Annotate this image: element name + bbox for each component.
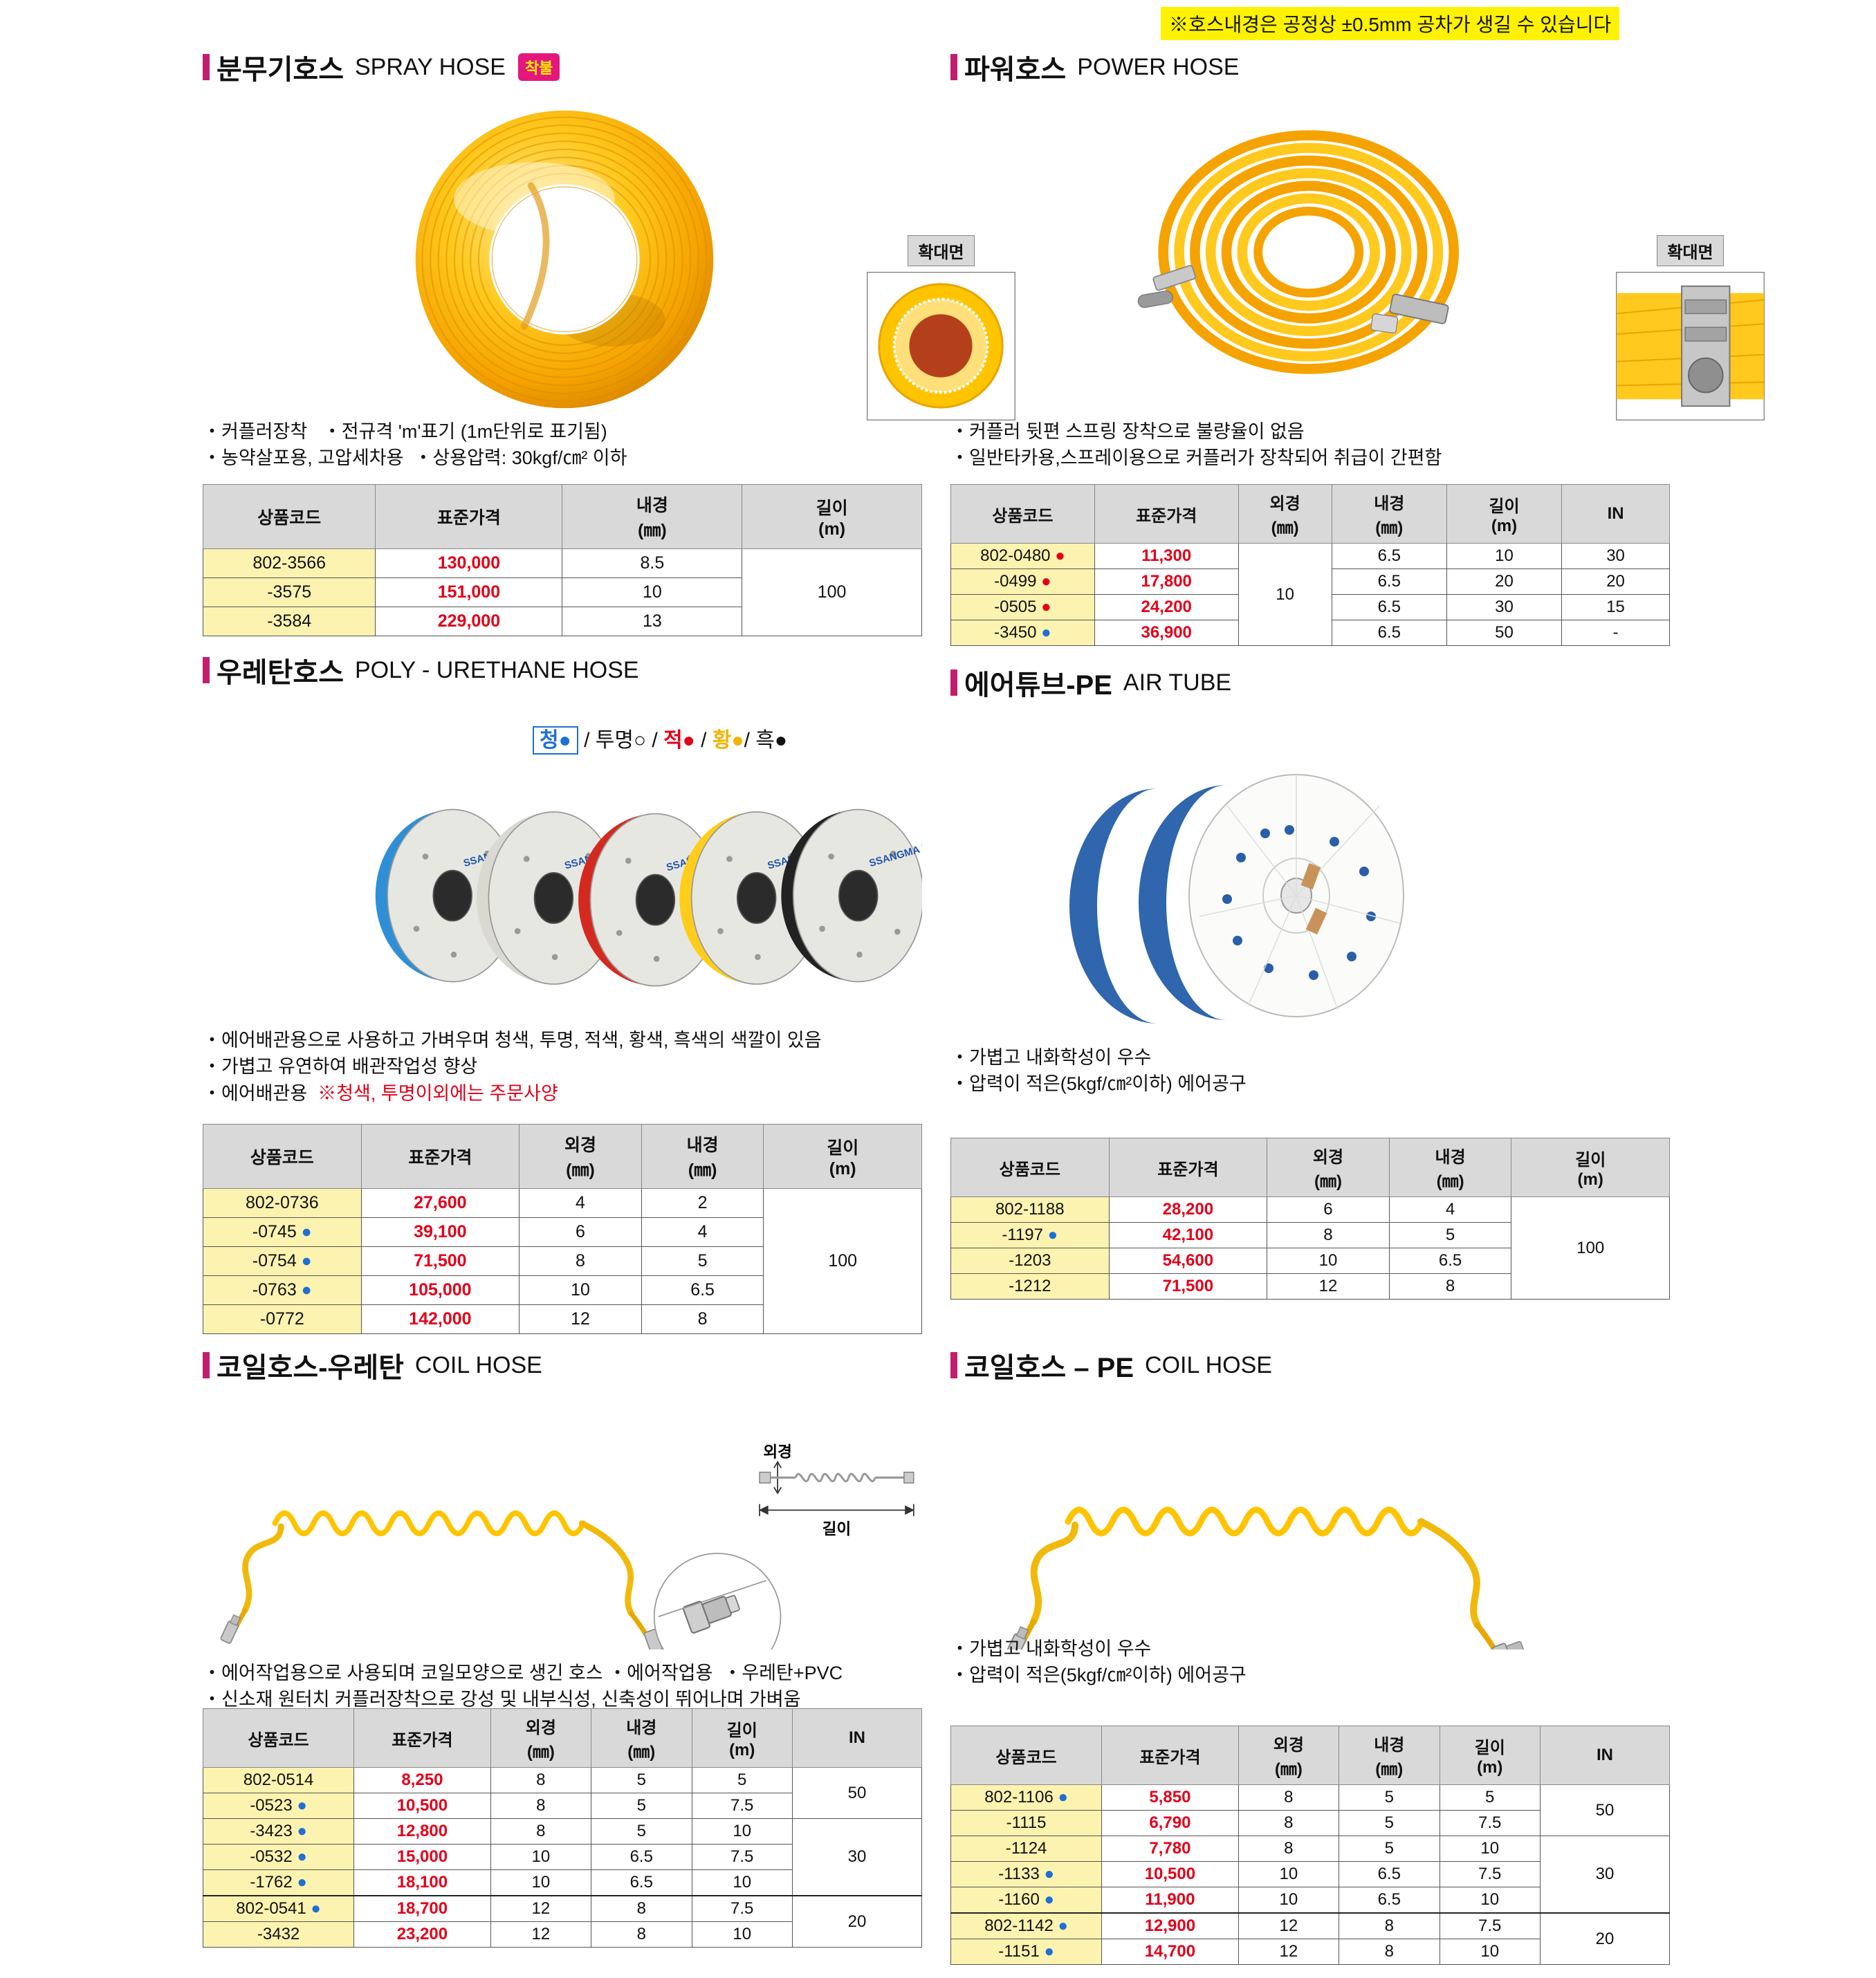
svg-text:길이: 길이 (822, 1520, 852, 1537)
svg-text:외경: 외경 (763, 1443, 792, 1461)
